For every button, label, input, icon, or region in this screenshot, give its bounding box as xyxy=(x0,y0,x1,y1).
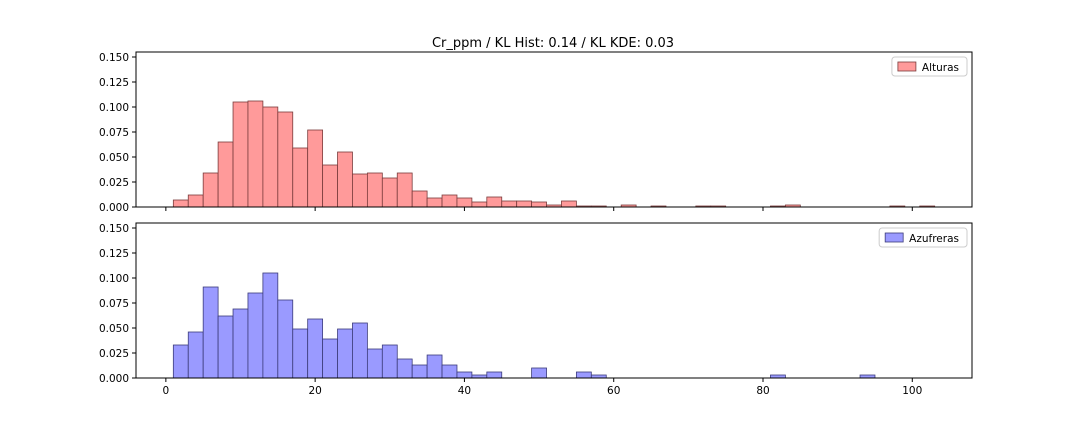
histogram-bar xyxy=(307,318,324,379)
histogram-panel-alturas: 0.000 0.025 0.050 0.075 0.100 0.125 0.150 Altur… xyxy=(99,51,973,214)
x-tick-label: 40 xyxy=(458,385,471,397)
histogram-bar xyxy=(441,194,458,208)
histogram-bar xyxy=(217,315,234,379)
histogram-bar xyxy=(172,344,189,379)
histogram-bar xyxy=(516,200,533,208)
y-tick-label: 0.075 xyxy=(99,298,129,310)
y-tick-label: 0.125 xyxy=(99,77,129,89)
histogram-bar xyxy=(352,173,368,208)
histogram-bar xyxy=(277,299,294,379)
y-tick-label: 0.000 xyxy=(99,202,129,214)
axes-frame xyxy=(135,51,973,208)
histogram-bar xyxy=(187,331,204,379)
bars xyxy=(172,272,876,379)
histogram-bar xyxy=(411,364,428,379)
x-tick-label: 60 xyxy=(607,385,620,397)
x-tick-label: 0 xyxy=(163,385,170,397)
histogram-bar xyxy=(232,308,249,379)
legend-swatch xyxy=(897,61,917,72)
legend-swatch xyxy=(884,232,904,243)
histogram-bar xyxy=(575,371,592,379)
y-tick-label: 0.100 xyxy=(99,273,129,285)
histogram-bar xyxy=(337,328,353,379)
y-tick-label: 0.125 xyxy=(99,248,129,260)
histogram-panel-azufreras: 0.000 0.025 0.050 0.075 0.100 0.125 0.150 0 20 40… xyxy=(99,222,973,397)
histogram-bar xyxy=(531,367,547,379)
histogram-bar xyxy=(247,100,264,208)
y-tick-label: 0.100 xyxy=(99,102,129,114)
histogram-bar xyxy=(322,164,338,208)
histogram-bar xyxy=(247,292,264,379)
histogram-bar xyxy=(366,172,383,208)
histogram-bar xyxy=(202,286,219,379)
y-tick-label: 0.050 xyxy=(99,323,129,335)
histogram-bar xyxy=(307,129,324,208)
histogram-bar xyxy=(277,111,294,208)
histogram-bar xyxy=(411,190,428,208)
y-tick-label: 0.025 xyxy=(99,348,129,360)
histogram-bar xyxy=(396,172,413,208)
histogram-bar xyxy=(396,358,413,379)
histogram-bar xyxy=(456,197,473,208)
x-tick-label: 20 xyxy=(308,385,321,397)
y-tick-label: 0.150 xyxy=(99,223,129,235)
histogram-bar xyxy=(172,199,189,208)
y-tick-label: 0.000 xyxy=(99,373,129,385)
legend-label: Azufreras xyxy=(909,233,959,245)
histogram-bar xyxy=(456,371,473,379)
x-tick-label: 80 xyxy=(756,385,769,397)
histogram-bar xyxy=(322,338,338,379)
histogram-bar xyxy=(381,344,398,379)
legend-label: Alturas xyxy=(922,62,959,74)
histogram-bar xyxy=(262,272,279,379)
histogram-bar xyxy=(381,177,398,208)
y-tick-label: 0.025 xyxy=(99,177,129,189)
histogram-bar xyxy=(426,197,443,208)
x-tick-label: 100 xyxy=(902,385,922,397)
histogram-bar xyxy=(262,106,279,208)
histogram-bar xyxy=(202,172,219,208)
histogram-bar xyxy=(486,371,503,379)
histogram-bar xyxy=(292,328,309,379)
histogram-bar xyxy=(232,101,249,208)
y-tick-label: 0.150 xyxy=(99,52,129,64)
legend: Alturas xyxy=(891,56,968,77)
histogram-bar xyxy=(217,141,234,208)
histogram-bar xyxy=(337,151,353,208)
histogram-bar xyxy=(441,364,458,379)
histogram-bar xyxy=(352,322,368,379)
histogram-bar xyxy=(366,348,383,379)
y-tick-label: 0.050 xyxy=(99,152,129,164)
histogram-bar xyxy=(561,200,577,208)
bars xyxy=(172,100,936,208)
y-tick-label: 0.075 xyxy=(99,127,129,139)
histogram-bar xyxy=(426,354,443,379)
legend: Azufreras xyxy=(878,227,968,248)
histogram-bar xyxy=(292,147,309,208)
histogram-bar xyxy=(501,200,518,208)
histogram-bar xyxy=(531,201,547,208)
histogram-bar xyxy=(486,196,503,208)
axes-frame xyxy=(135,222,973,379)
histogram-bar xyxy=(471,201,488,208)
histogram-bar xyxy=(187,194,204,208)
chart-title: Cr_ppm / KL Hist: 0.14 / KL KDE: 0.03 xyxy=(432,36,674,51)
